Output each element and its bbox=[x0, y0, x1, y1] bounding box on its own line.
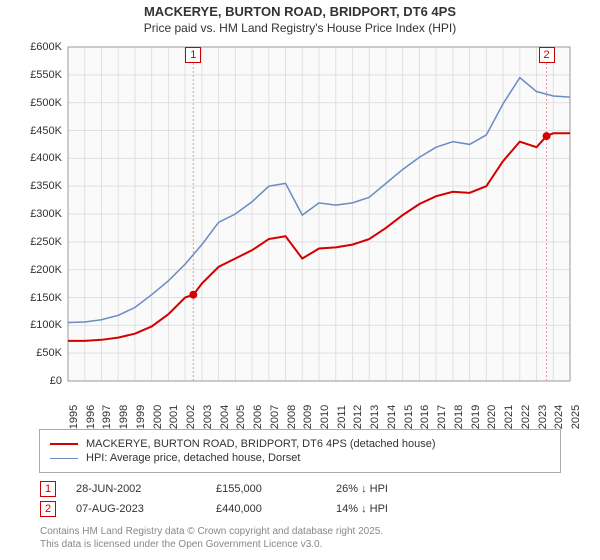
y-tick-label: £300K bbox=[20, 208, 62, 220]
x-tick-label: 2009 bbox=[302, 405, 306, 429]
chart-plot: £0 £50K £100K £150K £200K £250K £300K £350K £400… bbox=[20, 41, 580, 421]
transaction-date: 28-JUN-2002 bbox=[76, 483, 216, 495]
x-tick-label: 2005 bbox=[235, 405, 239, 429]
x-tick-label: 2004 bbox=[219, 405, 223, 429]
x-tick-label: 1998 bbox=[118, 405, 122, 429]
x-tick-label: 2022 bbox=[520, 405, 524, 429]
chart-marker: 2 bbox=[539, 47, 555, 63]
x-tick-label: 2017 bbox=[436, 405, 440, 429]
legend-box: MACKERYE, BURTON ROAD, BRIDPORT, DT6 4PS… bbox=[39, 429, 561, 473]
x-tick-label: 2014 bbox=[386, 405, 390, 429]
transaction-note: 14% ↓ HPI bbox=[336, 503, 560, 515]
y-tick-label: £550K bbox=[20, 69, 62, 81]
x-tick-label: 2023 bbox=[537, 405, 541, 429]
x-tick-label: 2007 bbox=[269, 405, 273, 429]
chart-marker: 1 bbox=[185, 47, 201, 63]
footnote: Contains HM Land Registry data © Crown c… bbox=[40, 525, 560, 551]
y-tick-label: £200K bbox=[20, 264, 62, 276]
x-tick-label: 2019 bbox=[470, 405, 474, 429]
legend-row: MACKERYE, BURTON ROAD, BRIDPORT, DT6 4PS… bbox=[50, 438, 550, 450]
legend-row: HPI: Average price, detached house, Dors… bbox=[50, 452, 550, 464]
chart-title-block: MACKERYE, BURTON ROAD, BRIDPORT, DT6 4PS… bbox=[0, 0, 600, 41]
y-tick-label: £500K bbox=[20, 97, 62, 109]
y-tick-label: £250K bbox=[20, 236, 62, 248]
y-tick-label: £50K bbox=[20, 347, 62, 359]
transaction-price: £440,000 bbox=[216, 503, 336, 515]
x-tick-label: 2021 bbox=[503, 405, 507, 429]
table-row: 1 28-JUN-2002 £155,000 26% ↓ HPI bbox=[40, 481, 560, 497]
transaction-date: 07-AUG-2023 bbox=[76, 503, 216, 515]
x-tick-label: 1995 bbox=[68, 405, 72, 429]
x-tick-label: 2016 bbox=[419, 405, 423, 429]
chart-svg bbox=[20, 41, 580, 421]
table-row: 2 07-AUG-2023 £440,000 14% ↓ HPI bbox=[40, 501, 560, 517]
x-tick-label: 2003 bbox=[202, 405, 206, 429]
chart-title-line1: MACKERYE, BURTON ROAD, BRIDPORT, DT6 4PS bbox=[0, 4, 600, 19]
x-tick-label: 2015 bbox=[403, 405, 407, 429]
transaction-note: 26% ↓ HPI bbox=[336, 483, 560, 495]
y-tick-label: £350K bbox=[20, 180, 62, 192]
transaction-marker: 2 bbox=[40, 501, 56, 517]
x-tick-label: 2018 bbox=[453, 405, 457, 429]
x-tick-label: 2011 bbox=[336, 405, 340, 429]
x-tick-label: 1999 bbox=[135, 405, 139, 429]
x-tick-label: 2024 bbox=[553, 405, 557, 429]
x-tick-label: 2001 bbox=[168, 405, 172, 429]
x-tick-label: 2025 bbox=[570, 405, 574, 429]
y-tick-label: £450K bbox=[20, 125, 62, 137]
footnote-line: This data is licensed under the Open Gov… bbox=[40, 538, 560, 551]
chart-title-line2: Price paid vs. HM Land Registry's House … bbox=[0, 21, 600, 35]
legend-swatch bbox=[50, 443, 78, 445]
x-tick-label: 2020 bbox=[486, 405, 490, 429]
x-tick-label: 2006 bbox=[252, 405, 256, 429]
footnote-line: Contains HM Land Registry data © Crown c… bbox=[40, 525, 560, 538]
y-tick-label: £0 bbox=[20, 375, 62, 387]
x-tick-label: 2013 bbox=[369, 405, 373, 429]
legend-label: HPI: Average price, detached house, Dors… bbox=[86, 452, 300, 464]
x-tick-label: 2010 bbox=[319, 405, 323, 429]
y-tick-label: £150K bbox=[20, 292, 62, 304]
y-tick-label: £100K bbox=[20, 319, 62, 331]
transaction-marker: 1 bbox=[40, 481, 56, 497]
x-tick-label: 2000 bbox=[152, 405, 156, 429]
transaction-price: £155,000 bbox=[216, 483, 336, 495]
transaction-table: 1 28-JUN-2002 £155,000 26% ↓ HPI 2 07-AU… bbox=[40, 481, 560, 517]
legend-label: MACKERYE, BURTON ROAD, BRIDPORT, DT6 4PS… bbox=[86, 438, 435, 450]
x-tick-label: 1997 bbox=[101, 405, 105, 429]
y-tick-label: £400K bbox=[20, 152, 62, 164]
x-tick-label: 2008 bbox=[286, 405, 290, 429]
y-tick-label: £600K bbox=[20, 41, 62, 53]
x-tick-label: 2002 bbox=[185, 405, 189, 429]
x-tick-label: 1996 bbox=[85, 405, 89, 429]
legend-swatch bbox=[50, 458, 78, 459]
x-tick-label: 2012 bbox=[352, 405, 356, 429]
